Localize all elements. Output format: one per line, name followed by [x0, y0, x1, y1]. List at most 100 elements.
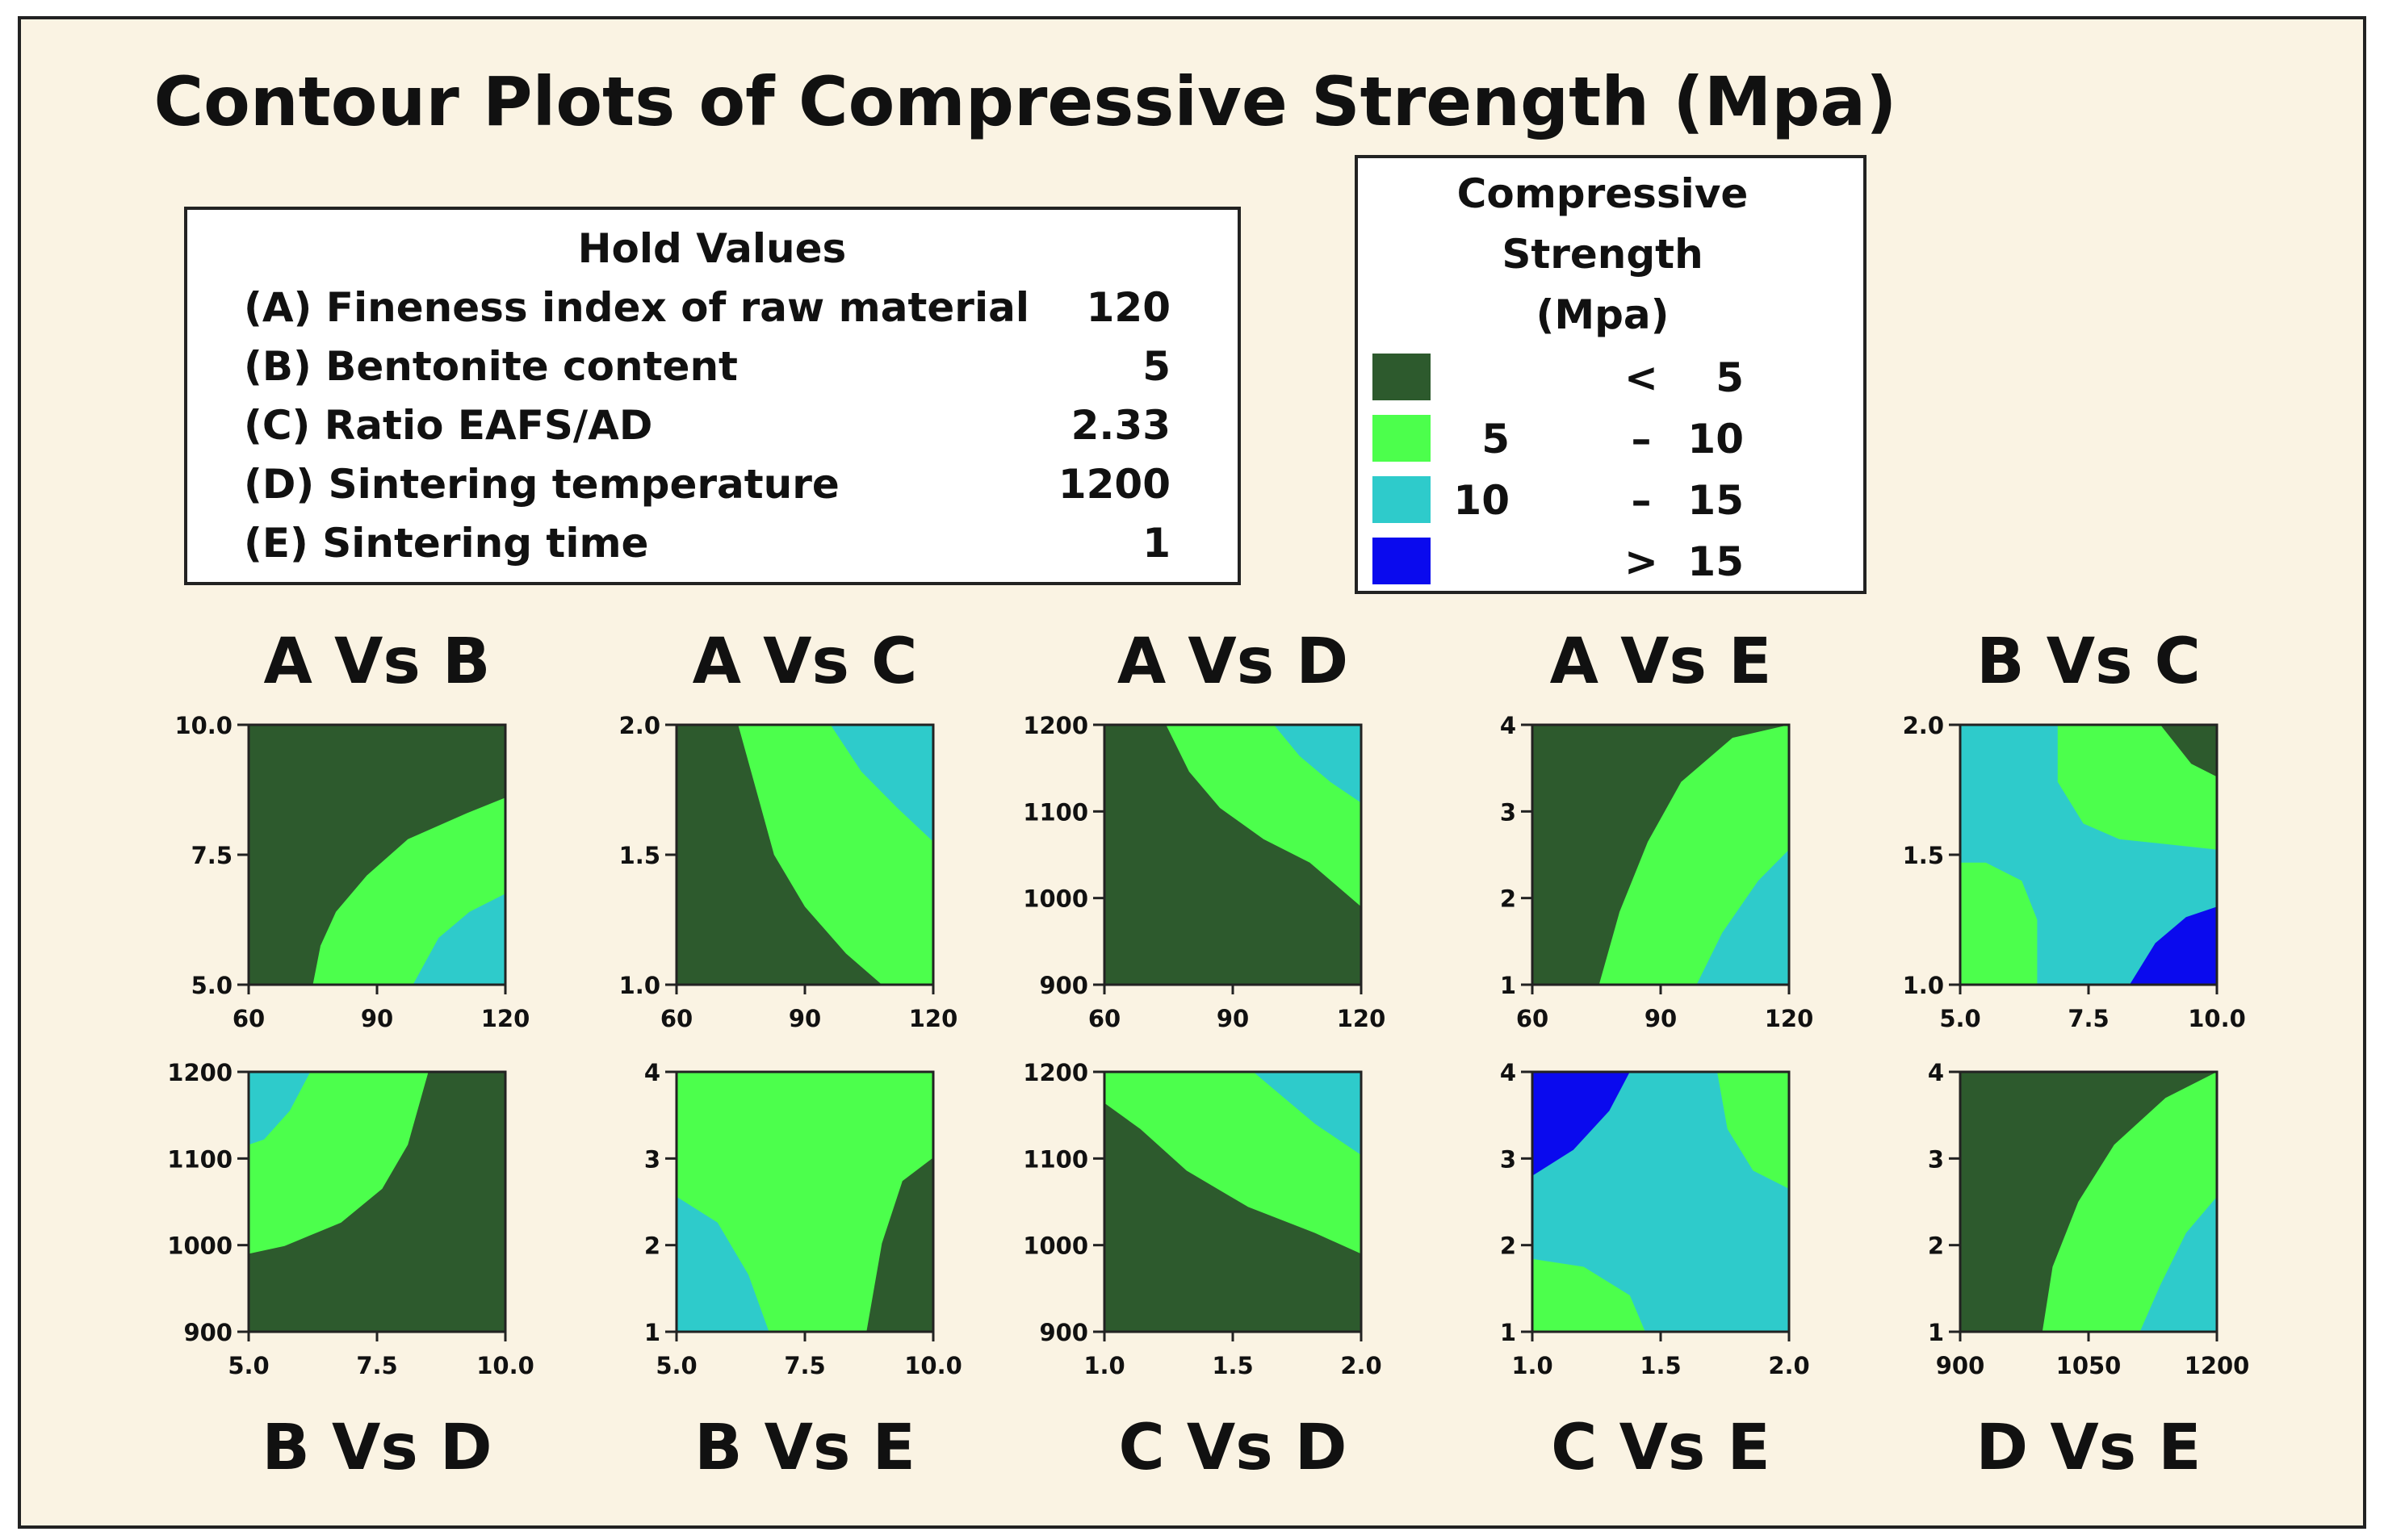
x-tick-label: 1.5: [1640, 1352, 1681, 1379]
x-tick-label: 2.0: [1768, 1352, 1809, 1379]
contour-region: [830, 725, 933, 842]
x-tick-label: 60: [1088, 1005, 1121, 1032]
legend-low: 10: [1453, 477, 1510, 524]
legend-high: 10: [1687, 416, 1744, 462]
x-tick-label: 10.0: [476, 1352, 534, 1379]
contour-region: [2057, 725, 2217, 850]
y-tick-label: 1100: [167, 1145, 233, 1173]
y-tick-label: 1.5: [619, 842, 660, 869]
contour-region: [1717, 1072, 1789, 1189]
y-tick-label: 1.5: [1903, 842, 1944, 869]
hold-row-label: (C) Ratio EAFS/AD: [244, 402, 652, 449]
hold-values-rows: (A) Fineness index of raw material 120 (B)…: [244, 284, 1171, 567]
contour-region: [249, 1072, 429, 1254]
x-tick-label: 1.5: [1212, 1352, 1253, 1379]
hold-row-value: 120: [1087, 284, 1171, 331]
hold-values-box: Hold Values (A) Fineness index of raw ma…: [184, 207, 1241, 585]
x-tick-label: 120: [909, 1005, 958, 1032]
x-tick-label: 90: [1644, 1005, 1677, 1032]
contour-region: [1532, 1258, 1645, 1332]
legend-high: 15: [1687, 477, 1744, 524]
contour-region: [1532, 1072, 1630, 1176]
contour-panel: 5.0 7.5 10.0 1.0 1.5 2.0 B Vs C: [1903, 626, 2246, 1032]
contour-panel: 900 1050 1200 1 2 3 4 D Vs E: [1928, 1059, 2250, 1484]
contour-panel: 1.0 1.5 2.0 1 2 3 4 C Vs E: [1500, 1059, 1810, 1484]
contour-panels: 60 90 120 5.0 7.5 10.0 A Vs B 60 90 120 1.0 1.5 2.0 A…: [167, 626, 2249, 1484]
legend-title-line: (Mpa): [1536, 291, 1670, 338]
y-tick-label: 1: [644, 1319, 660, 1346]
hold-row-value: 1200: [1058, 461, 1171, 508]
panel-title: B Vs E: [694, 1412, 915, 1484]
y-tick-label: 4: [1500, 1059, 1516, 1086]
y-tick-label: 5.0: [191, 972, 233, 999]
y-tick-label: 10.0: [174, 712, 233, 739]
hold-row-label: (D) Sintering temperature: [244, 461, 840, 508]
y-tick-label: 4: [1928, 1059, 1944, 1086]
contour-panel: 60 90 120 1.0 1.5 2.0 A Vs C: [619, 626, 958, 1032]
contour-region: [866, 1157, 933, 1332]
panel-title: B Vs C: [1976, 626, 2201, 698]
x-tick-label: 120: [1337, 1005, 1386, 1032]
x-tick-label: 120: [1765, 1005, 1814, 1032]
legend-low: 5: [1481, 416, 1510, 462]
y-tick-label: 4: [1500, 712, 1516, 739]
x-tick-label: 7.5: [784, 1352, 825, 1379]
contour-region: [2160, 725, 2217, 777]
x-tick-label: 1.0: [1083, 1352, 1125, 1379]
y-tick-label: 4: [644, 1059, 660, 1086]
legend-sep: –: [1632, 477, 1652, 524]
x-tick-label: 2.0: [1340, 1352, 1381, 1379]
contour-region: [1166, 725, 1361, 907]
x-tick-label: 7.5: [356, 1352, 397, 1379]
y-tick-label: 3: [1928, 1145, 1944, 1173]
contour-region: [1532, 1072, 1789, 1332]
contour-region: [2139, 1196, 2217, 1332]
y-tick-label: 1200: [1023, 712, 1088, 739]
x-tick-label: 60: [233, 1005, 265, 1032]
panel-title: A Vs E: [1550, 626, 1772, 698]
x-tick-label: 60: [660, 1005, 693, 1032]
y-tick-label: 900: [183, 1319, 233, 1346]
contour-panel: 60 90 120 1 2 3 4 A Vs E: [1500, 626, 1813, 1032]
legend-title-line: Strength: [1502, 231, 1703, 278]
y-tick-label: 1: [1500, 1319, 1516, 1346]
legend-title: Compressive Strength (Mpa): [1457, 170, 1749, 338]
legend-sep: –: [1632, 416, 1652, 462]
legend-swatch: [1372, 415, 1431, 462]
contour-region: [1273, 725, 1361, 803]
y-tick-label: 1000: [1023, 885, 1088, 913]
panel-title: B Vs D: [262, 1412, 492, 1484]
y-tick-label: 1000: [167, 1232, 233, 1260]
x-tick-label: 1.0: [1511, 1352, 1552, 1379]
y-tick-label: 3: [1500, 798, 1516, 826]
y-tick-label: 7.5: [191, 842, 233, 869]
contour-region: [1696, 849, 1789, 985]
legend-swatch: [1372, 476, 1431, 523]
contour-region: [2129, 906, 2217, 985]
x-tick-label: 5.0: [228, 1352, 269, 1379]
y-tick-label: 1200: [167, 1059, 233, 1086]
panel-title: C Vs D: [1118, 1412, 1347, 1484]
y-tick-label: 2.0: [619, 712, 660, 739]
hold-values-heading: Hold Values: [578, 225, 847, 272]
x-tick-label: 5.0: [656, 1352, 697, 1379]
x-tick-label: 60: [1516, 1005, 1548, 1032]
chart-title: Contour Plots of Compressive Strength (M…: [154, 62, 1897, 141]
panel-title: A Vs B: [264, 626, 491, 698]
y-tick-label: 1: [1928, 1319, 1944, 1346]
y-tick-label: 1.0: [619, 972, 660, 999]
y-tick-label: 900: [1039, 1319, 1088, 1346]
x-tick-label: 7.5: [2068, 1005, 2109, 1032]
contour-panel: 5.0 7.5 10.0 1 2 3 4 B Vs E: [644, 1059, 962, 1484]
x-tick-label: 10.0: [904, 1352, 962, 1379]
y-tick-label: 1100: [1023, 798, 1088, 826]
x-tick-label: 120: [481, 1005, 530, 1032]
y-tick-label: 3: [1500, 1145, 1516, 1173]
y-tick-label: 2: [1928, 1232, 1944, 1260]
hold-row-label: (E) Sintering time: [244, 520, 648, 567]
contour-panel: 60 90 120 5.0 7.5 10.0 A Vs B: [174, 626, 530, 1032]
y-tick-label: 900: [1039, 972, 1088, 999]
y-tick-label: 1.0: [1903, 972, 1944, 999]
